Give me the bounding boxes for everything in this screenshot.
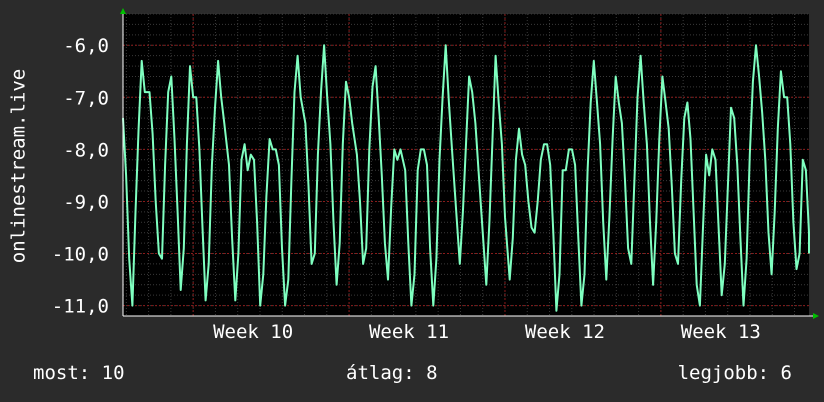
stat-current-value: 10	[101, 362, 125, 384]
y-tick-label: -8,0	[63, 139, 109, 161]
y-tick-label: -10,0	[52, 244, 109, 266]
y-tick-label: -7,0	[63, 87, 109, 109]
y-axis-arrow-icon	[120, 8, 126, 14]
x-tick-labels: Week 10 Week 11 Week 12 Week 13	[213, 321, 761, 343]
x-tick-label: Week 12	[525, 321, 605, 343]
x-axis-arrow-icon	[813, 313, 819, 319]
y-tick-labels: -6,0 -7,0 -8,0 -9,0 -10,0 -11,0	[52, 35, 109, 317]
y-tick-label: -11,0	[52, 296, 109, 318]
x-tick-label: Week 11	[369, 321, 449, 343]
stat-current: most: 10	[33, 362, 125, 384]
stat-current-label: most:	[33, 362, 91, 384]
x-tick-label: Week 10	[213, 321, 293, 343]
y-tick-label: -9,0	[63, 191, 109, 213]
footer-stats: most: 10 átlag: 8 legjobb: 6	[0, 362, 824, 390]
y-tick-label: -6,0	[63, 35, 109, 57]
stat-best-value: 6	[780, 362, 792, 384]
series-line	[122, 44, 810, 312]
stat-average-label: átlag:	[346, 362, 415, 384]
stat-average: átlag: 8	[346, 362, 438, 384]
stat-best: legjobb: 6	[678, 362, 792, 384]
stat-average-value: 8	[426, 362, 438, 384]
stat-best-label: legjobb:	[677, 362, 770, 384]
y-axis-label: onlinestream.live	[8, 69, 30, 263]
x-tick-label: Week 13	[681, 321, 761, 343]
